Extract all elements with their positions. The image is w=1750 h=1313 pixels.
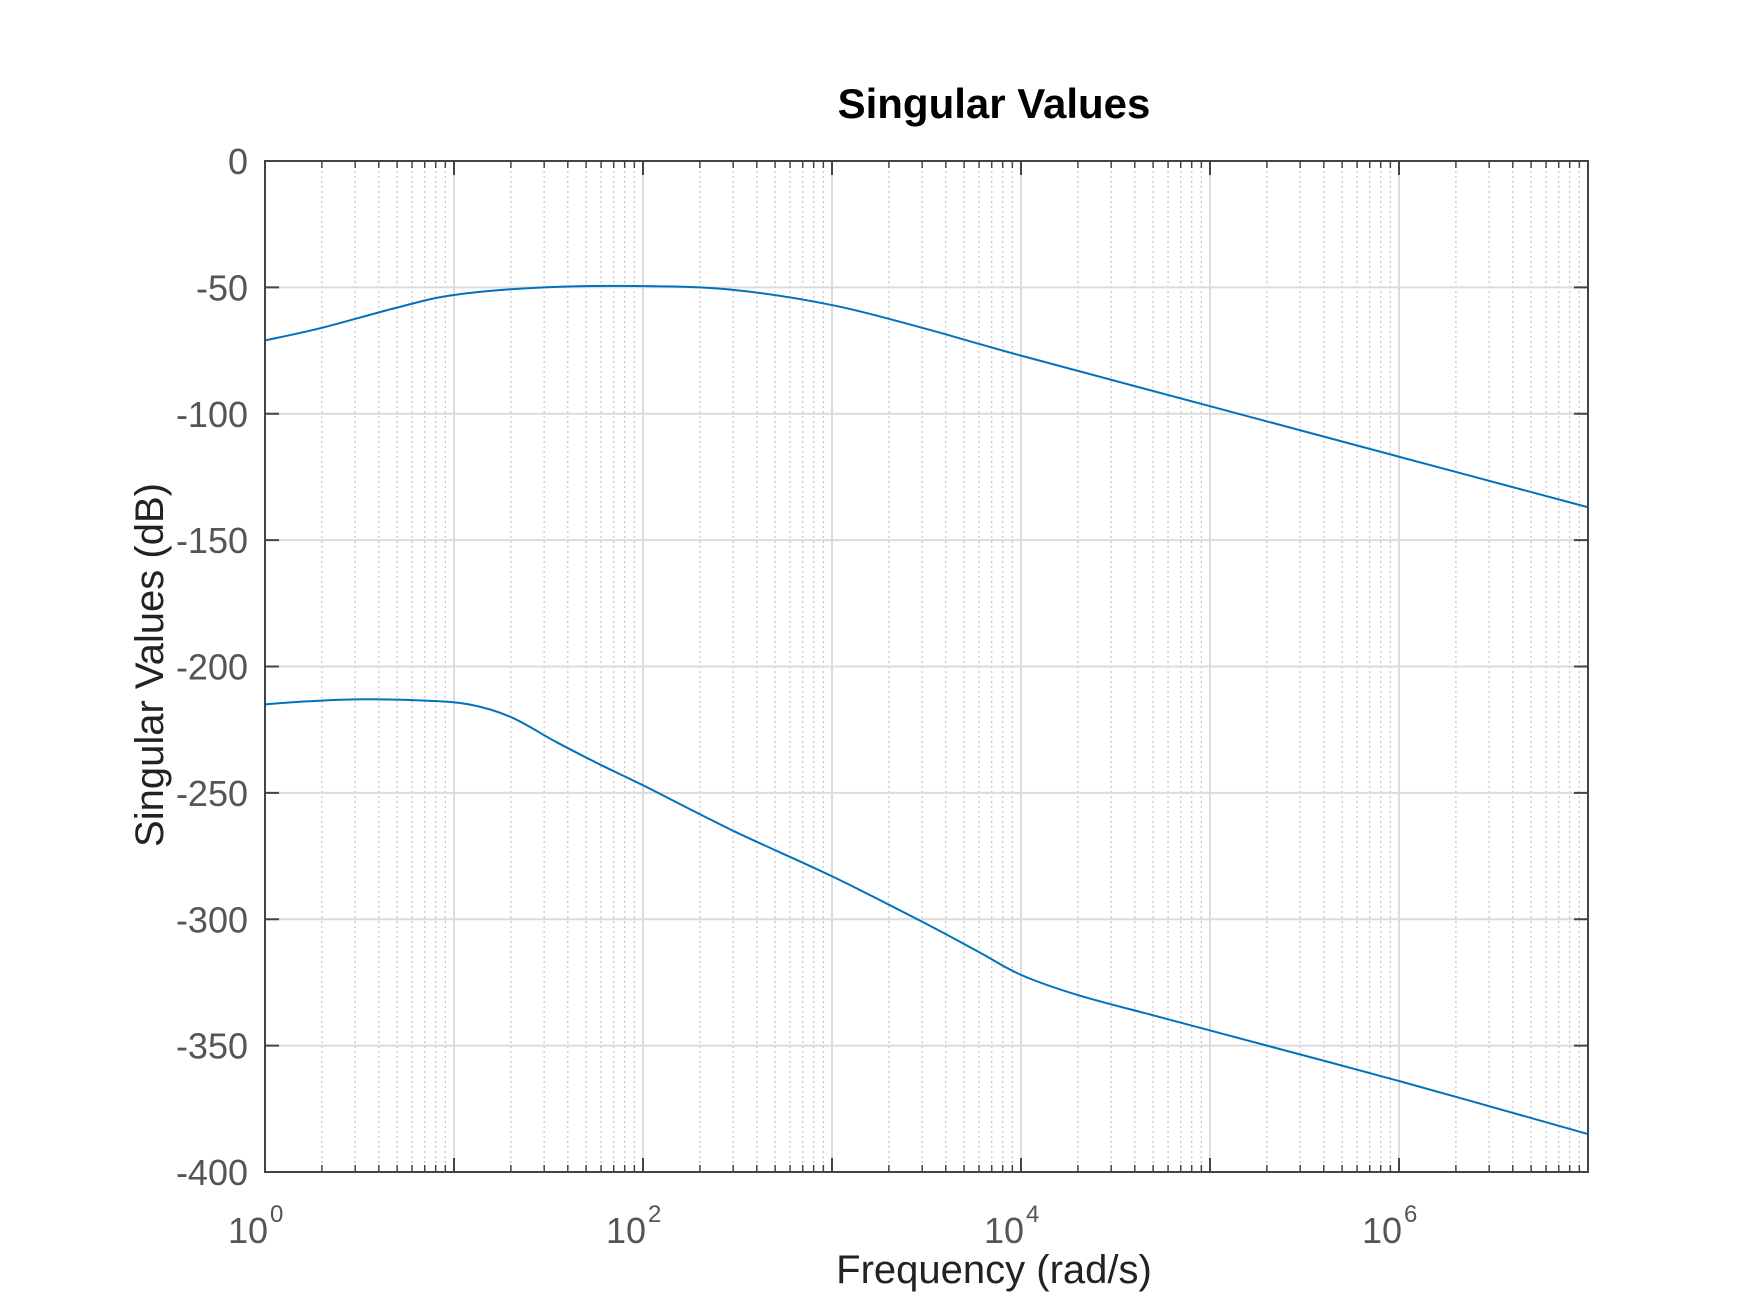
- x-tick-label-exponent: 4: [1026, 1201, 1039, 1228]
- y-axis-label: Singular Values (dB): [128, 483, 172, 847]
- x-tick-label-base: 10: [228, 1210, 268, 1251]
- x-tick-labels: 10 0 10 2 10 4 10 6: [228, 1201, 1417, 1251]
- x-tick-label: 10 0: [228, 1201, 283, 1251]
- y-tick-label: -250: [176, 773, 248, 814]
- x-tick-label: 10 6: [1362, 1201, 1417, 1251]
- y-tick-label: -300: [176, 899, 248, 940]
- tick-marks: [264, 160, 1589, 1173]
- y-tick-labels: 0 -50 -100 -150 -200 -250 -300 -350 -400: [176, 141, 248, 1193]
- x-tick-label-exponent: 6: [1404, 1201, 1417, 1228]
- series-line-2: [264, 698, 1589, 1136]
- series-line-1: [264, 284, 1589, 509]
- x-axis-label: Frequency (rad/s): [836, 1248, 1152, 1292]
- y-tick-label: -400: [176, 1152, 248, 1193]
- major-grid: [264, 161, 1589, 1172]
- series-layer: [264, 284, 1589, 1136]
- x-tick-label: 10 4: [984, 1201, 1039, 1251]
- x-tick-label: 10 2: [606, 1201, 661, 1251]
- y-tick-label: 0: [228, 141, 248, 182]
- x-tick-label-base: 10: [984, 1210, 1024, 1251]
- y-tick-label: -200: [176, 647, 248, 688]
- x-tick-label-exponent: 0: [270, 1201, 283, 1228]
- y-tick-label: -50: [196, 267, 248, 308]
- y-tick-label: -100: [176, 394, 248, 435]
- x-tick-label-exponent: 2: [648, 1201, 661, 1228]
- x-tick-label-base: 10: [1362, 1210, 1402, 1251]
- x-tick-label-base: 10: [606, 1210, 646, 1251]
- y-tick-label: -350: [176, 1026, 248, 1067]
- chart-title: Singular Values: [838, 80, 1151, 127]
- y-tick-label: -150: [176, 520, 248, 561]
